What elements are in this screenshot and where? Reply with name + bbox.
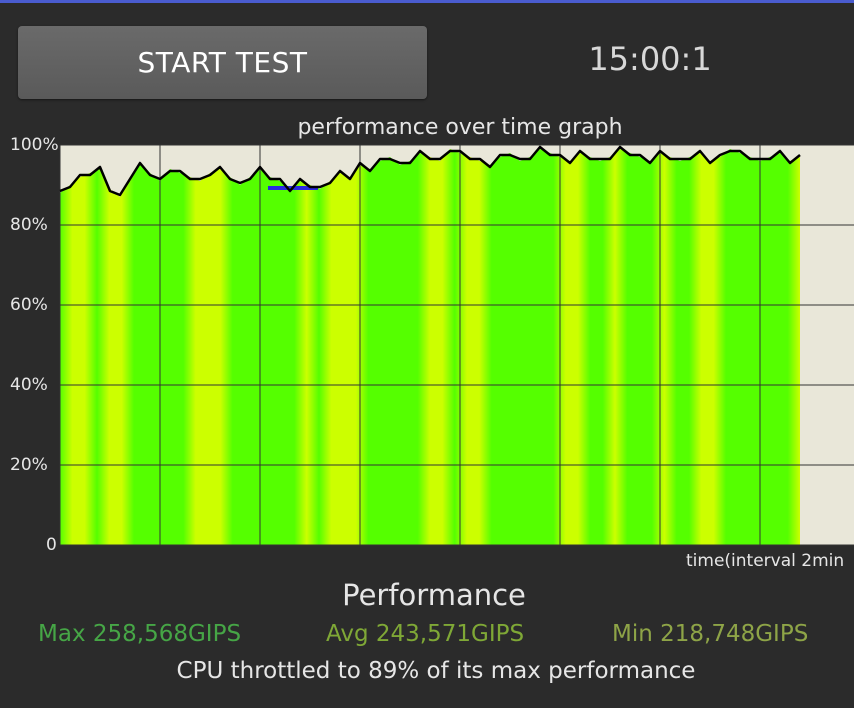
y-tick-label: 0 <box>46 535 57 555</box>
test-timer: 15:00:1 <box>588 40 712 78</box>
start-test-button[interactable]: START TEST <box>18 26 427 99</box>
performance-area <box>60 149 800 545</box>
performance-line <box>59 145 801 197</box>
graph-title: performance over time graph <box>297 115 623 140</box>
x-axis-label: time(interval 2min <box>686 551 845 571</box>
performance-heading: Performance <box>342 578 526 612</box>
y-tick-label: 60% <box>10 295 48 315</box>
top-accent-line <box>0 0 854 3</box>
y-tick-label: 40% <box>10 375 48 395</box>
max-performance: Max 258,568GIPS <box>38 621 242 647</box>
y-tick-label: 80% <box>10 215 48 235</box>
y-tick-label: 20% <box>10 455 48 475</box>
throttle-status: CPU throttled to 89% of its max performa… <box>176 658 696 684</box>
y-tick-label: 100% <box>10 135 59 155</box>
avg-performance: Avg 243,571GIPS <box>326 621 525 647</box>
min-performance: Min 218,748GIPS <box>612 621 809 647</box>
